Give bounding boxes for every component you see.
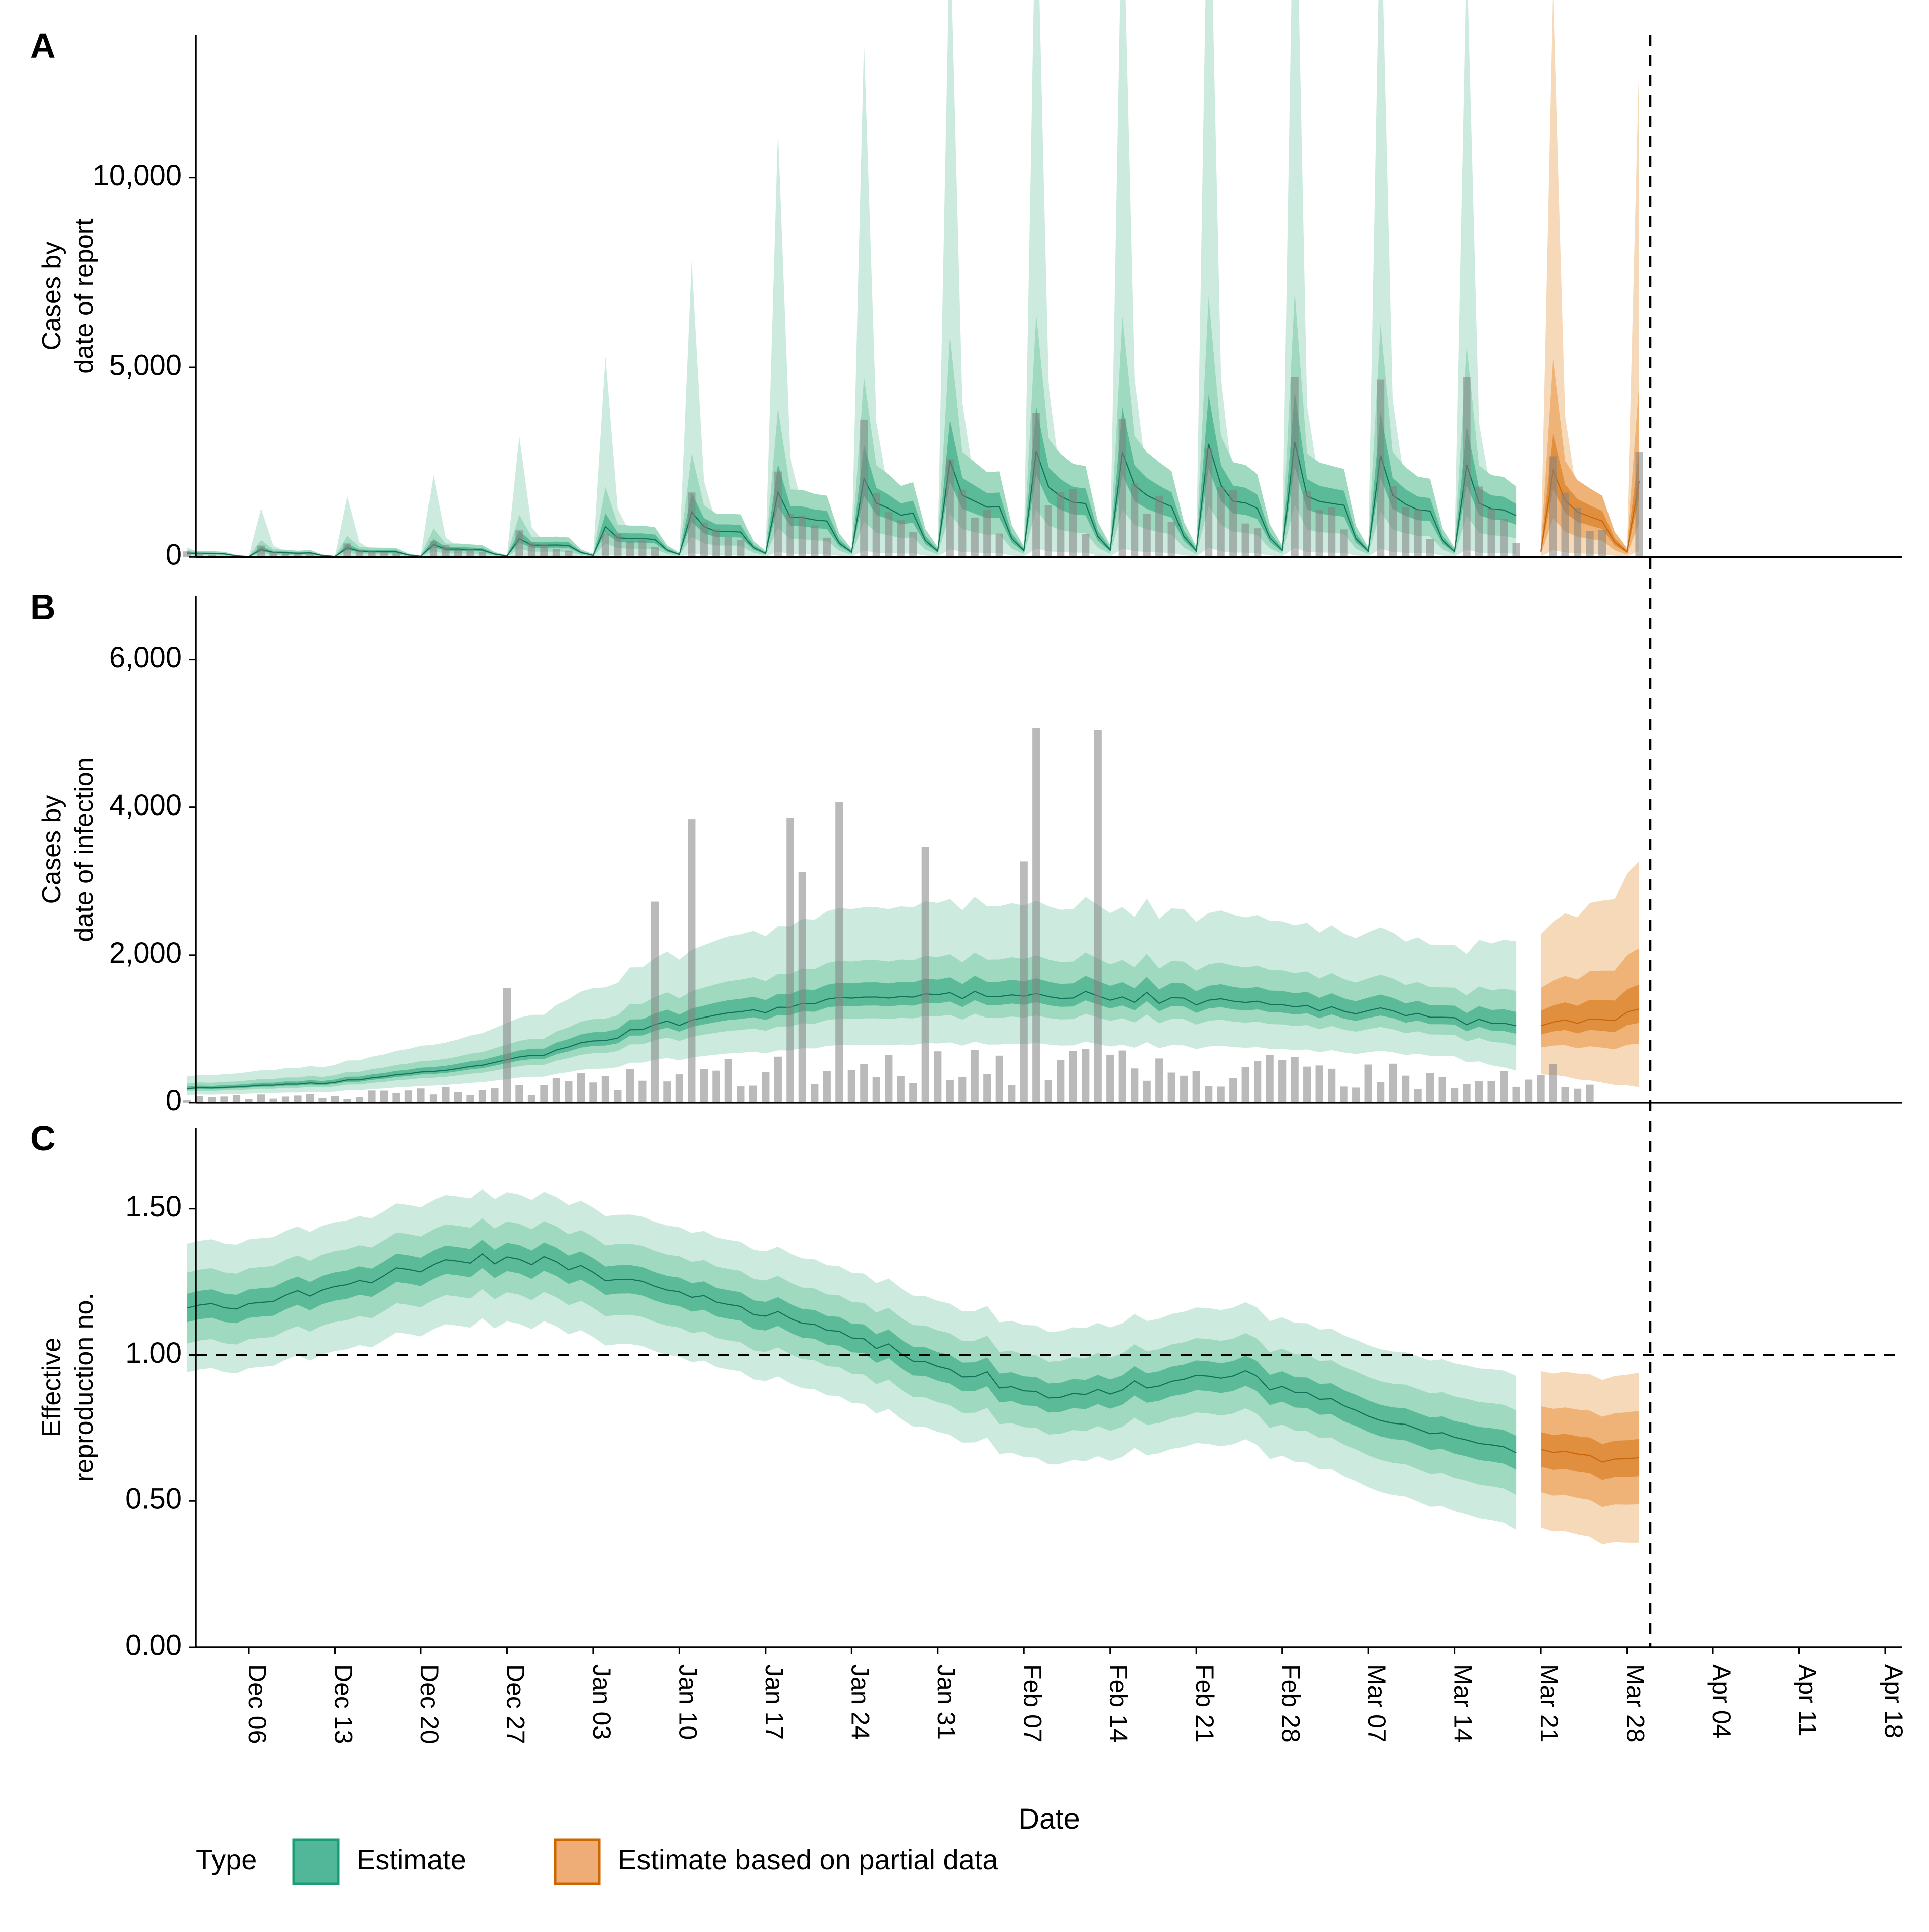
svg-text:Feb 14: Feb 14 <box>1105 1664 1133 1743</box>
svg-text:0.50: 0.50 <box>125 1483 182 1515</box>
svg-text:B: B <box>30 587 56 627</box>
svg-text:Date: Date <box>1018 1803 1080 1836</box>
svg-text:reproduction no.: reproduction no. <box>70 1293 99 1482</box>
svg-text:1.00: 1.00 <box>125 1337 182 1369</box>
svg-text:Feb 07: Feb 07 <box>1018 1664 1046 1743</box>
svg-text:4,000: 4,000 <box>109 789 182 822</box>
svg-text:0: 0 <box>166 539 182 571</box>
svg-text:date of infection: date of infection <box>70 757 99 942</box>
svg-text:Jan 10: Jan 10 <box>674 1664 702 1740</box>
svg-text:Estimate: Estimate <box>357 1844 466 1875</box>
svg-text:Type: Type <box>196 1844 257 1875</box>
svg-text:Jan 31: Jan 31 <box>932 1664 960 1740</box>
svg-text:Feb 28: Feb 28 <box>1277 1664 1305 1743</box>
svg-text:Effective: Effective <box>37 1338 66 1437</box>
svg-text:Apr 04: Apr 04 <box>1707 1664 1736 1738</box>
svg-text:Dec 13: Dec 13 <box>329 1664 357 1744</box>
svg-text:Dec 06: Dec 06 <box>243 1664 271 1744</box>
svg-text:date of report: date of report <box>70 218 99 374</box>
svg-text:Cases by: Cases by <box>37 795 66 904</box>
svg-text:1.50: 1.50 <box>125 1190 182 1223</box>
svg-text:A: A <box>30 26 56 65</box>
svg-text:Dec 27: Dec 27 <box>501 1664 529 1744</box>
svg-text:10,000: 10,000 <box>93 159 182 192</box>
svg-text:Mar 14: Mar 14 <box>1449 1664 1477 1743</box>
svg-text:5,000: 5,000 <box>109 349 182 381</box>
svg-text:Mar 21: Mar 21 <box>1535 1664 1563 1743</box>
svg-text:Dec 20: Dec 20 <box>415 1664 444 1744</box>
svg-text:0.00: 0.00 <box>125 1629 182 1661</box>
svg-text:Cases by: Cases by <box>37 242 66 351</box>
svg-text:Apr 18: Apr 18 <box>1880 1664 1908 1738</box>
svg-text:Jan 17: Jan 17 <box>760 1664 788 1740</box>
svg-text:Mar 28: Mar 28 <box>1622 1664 1650 1743</box>
svg-text:0: 0 <box>166 1084 182 1117</box>
svg-text:Apr 11: Apr 11 <box>1794 1664 1822 1737</box>
svg-text:C: C <box>30 1118 56 1158</box>
svg-text:Mar 07: Mar 07 <box>1363 1664 1391 1743</box>
svg-text:Estimate based on partial data: Estimate based on partial data <box>618 1844 998 1875</box>
svg-text:6,000: 6,000 <box>109 641 182 674</box>
svg-text:Jan 03: Jan 03 <box>588 1664 616 1740</box>
svg-text:Jan 24: Jan 24 <box>846 1664 874 1740</box>
svg-text:2,000: 2,000 <box>109 937 182 969</box>
svg-text:Feb 21: Feb 21 <box>1191 1664 1219 1743</box>
